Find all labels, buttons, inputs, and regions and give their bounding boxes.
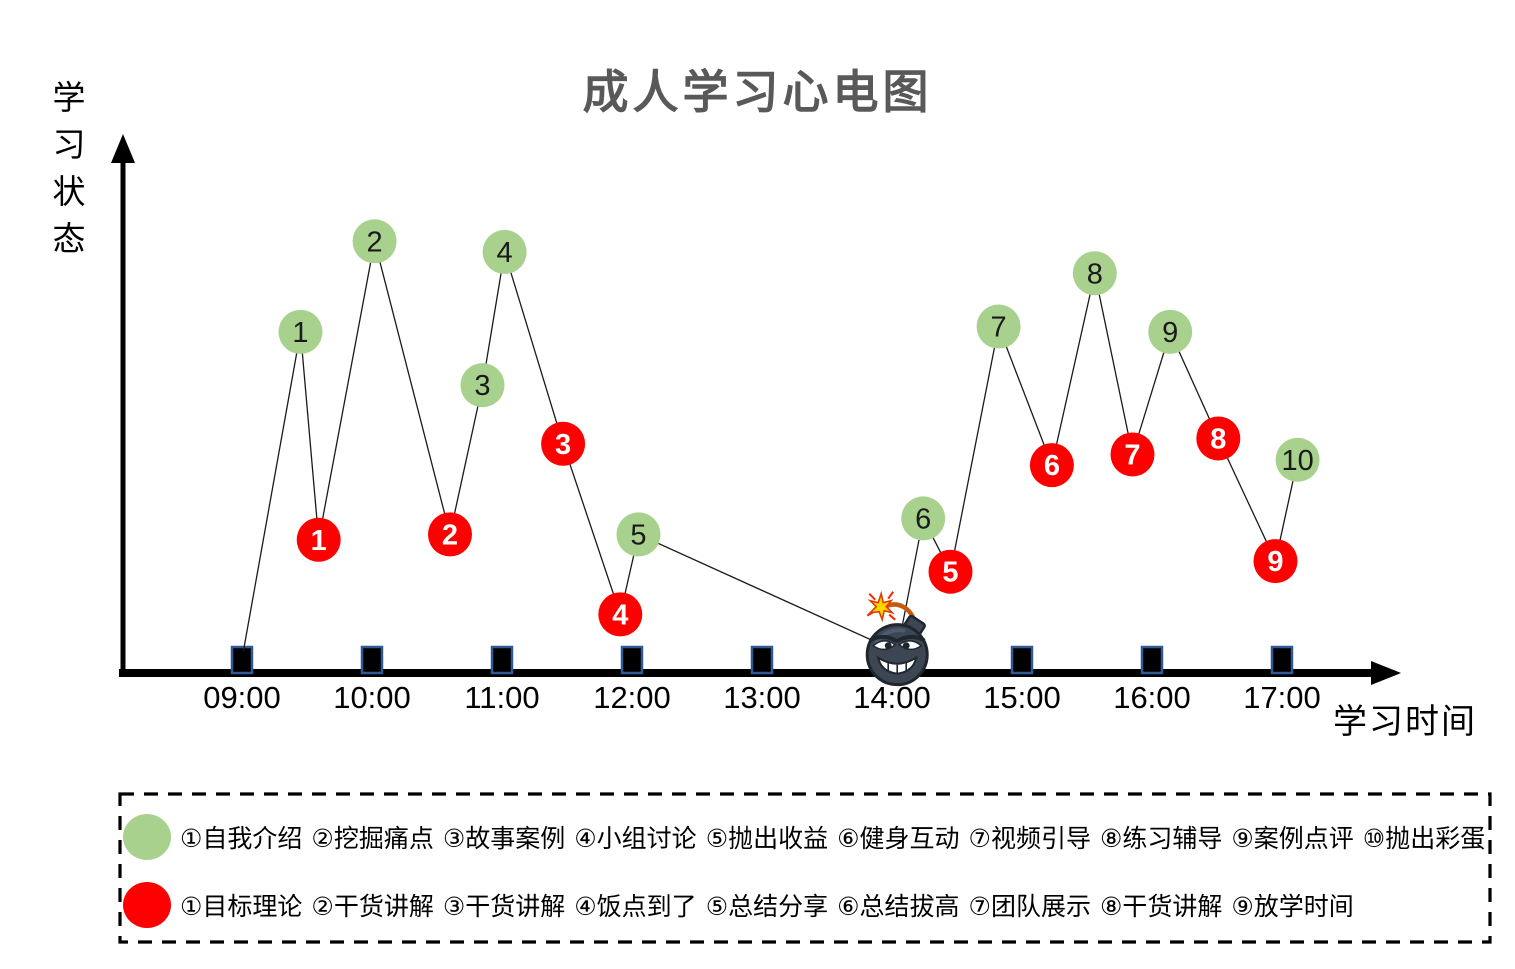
legend: ①自我介绍 ②挖掘痛点 ③故事案例 ④小组讨论 ⑤抛出收益 ⑥健身互动 ⑦视频引导 ⑧练习辅导… (118, 792, 1492, 944)
marker-number: 6 (915, 503, 931, 535)
legend-item: ⑩抛出彩蛋 (1362, 825, 1486, 853)
green-marker-8: 8 (1072, 251, 1117, 296)
learning-curve-chart: 09:00 10:00 11:00 12:00 13:00 14:00 15:00 16:00… (111, 134, 1401, 715)
legend-item: ⑥健身互动 (837, 825, 960, 853)
legend-item: ③干货讲解 (442, 893, 566, 921)
hour-tick-square (620, 645, 644, 675)
x-axis-arrowhead-icon (1371, 661, 1401, 685)
hour-tick-square (1140, 645, 1164, 675)
green-marker-3: 3 (460, 363, 505, 408)
green-marker-5: 5 (616, 512, 661, 557)
green-marker-6: 6 (901, 496, 946, 541)
marker-number: 4 (612, 599, 628, 631)
x-axis-title: 学习时间 (1333, 703, 1477, 741)
marker-number: 1 (311, 525, 327, 557)
legend-items: ①自我介绍 ②挖掘痛点 ③故事案例 ④小组讨论 ⑤抛出收益 ⑥健身互动 ⑦视频引导 ⑧练习辅导… (180, 819, 1494, 855)
x-tick-label: 14:00 (853, 680, 931, 715)
y-axis-arrowhead-icon (111, 134, 135, 163)
legend-items: ①目标理论 ②干货讲解 ③干货讲解 ④饭点到了 ⑤总结分享 ⑥总结拔高 ⑦团队展示 ⑧干货讲解… (180, 887, 1363, 923)
red-marker-7: 7 (1110, 432, 1155, 477)
red-phases-swatch-icon (123, 882, 171, 928)
marker-number: 8 (1087, 258, 1103, 290)
marker-number: 2 (367, 226, 383, 258)
red-marker-1: 1 (296, 517, 341, 562)
marker-number: 7 (1124, 439, 1140, 471)
green-marker-2: 2 (352, 219, 397, 264)
legend-border (118, 792, 1492, 944)
legend-item: ⑧练习辅导 (1099, 825, 1223, 853)
green-marker-1: 1 (278, 309, 323, 354)
marker-number: 5 (942, 557, 958, 589)
marker-number: 5 (630, 519, 646, 551)
legend-item: ⑤总结分享 (705, 893, 829, 921)
legend-item: ⑧干货讲解 (1099, 893, 1223, 921)
marker-number: 1 (292, 317, 308, 349)
hour-tick-square (230, 645, 254, 675)
legend-item: ④饭点到了 (574, 893, 697, 921)
bomb-icon (865, 590, 929, 687)
legend-item: ④小组讨论 (574, 825, 697, 853)
red-marker-2: 2 (428, 512, 472, 557)
y-axis-title: 学习状态 (48, 80, 85, 268)
red-marker-8: 8 (1196, 416, 1241, 461)
spark-icon (866, 590, 896, 623)
hour-tick-square (750, 645, 774, 675)
hour-tick-square (360, 645, 384, 675)
hour-tick-square (490, 645, 514, 675)
legend-item: ⑨放学时间 (1231, 893, 1354, 921)
red-marker-5: 5 (928, 549, 973, 594)
red-marker-4: 4 (598, 592, 643, 637)
legend-item: ①目标理论 (180, 893, 303, 921)
x-tick-label: 09:00 (203, 680, 281, 715)
legend-row-green-phases: ①自我介绍 ②挖掘痛点 ③故事案例 ④小组讨论 ⑤抛出收益 ⑥健身互动 ⑦视频引导 ⑧练习辅导… (123, 813, 1494, 861)
green-marker-10: 10 (1275, 437, 1320, 482)
hour-tick-square (1010, 645, 1034, 675)
red-marker-6: 6 (1029, 443, 1074, 488)
marker-number: 3 (474, 370, 490, 402)
x-axis-ticks: 09:00 10:00 11:00 12:00 13:00 14:00 15:00 16:00… (203, 645, 1321, 715)
legend-row-red-phases: ①目标理论 ②干货讲解 ③干货讲解 ④饭点到了 ⑤总结分享 ⑥总结拔高 ⑦团队展示 ⑧干货讲解… (123, 881, 1363, 929)
x-tick-label: 11:00 (464, 680, 539, 715)
legend-item: ⑥总结拔高 (837, 893, 960, 921)
marker-number: 9 (1267, 546, 1283, 578)
legend-item: ⑦团队展示 (968, 893, 1091, 921)
green-phases-swatch-icon (123, 814, 171, 860)
marker-number: 7 (991, 312, 1007, 344)
marker-number: 10 (1281, 445, 1313, 477)
marker-number: 8 (1210, 423, 1226, 455)
chart-title: 成人学习心电图 (582, 66, 933, 118)
legend-item: ⑤抛出收益 (705, 825, 829, 853)
marker-number: 6 (1044, 450, 1060, 482)
red-marker-3: 3 (541, 421, 586, 466)
x-tick-label: 13:00 (723, 680, 801, 715)
green-marker-9: 9 (1148, 309, 1193, 354)
hour-tick-square (1270, 645, 1294, 675)
green-marker-7: 7 (976, 304, 1021, 349)
x-tick-label: 10:00 (333, 680, 411, 715)
red-marker-9: 9 (1253, 539, 1298, 584)
legend-item: ②挖掘痛点 (311, 825, 434, 853)
x-tick-label: 17:00 (1243, 680, 1321, 715)
x-tick-label: 16:00 (1113, 680, 1191, 715)
legend-item: ③故事案例 (442, 825, 566, 853)
marker-number: 2 (442, 519, 458, 551)
marker-number: 3 (555, 429, 571, 461)
x-tick-label: 15:00 (983, 680, 1061, 715)
legend-item: ①自我介绍 (180, 825, 303, 853)
legend-item: ②干货讲解 (311, 893, 434, 921)
x-tick-label: 12:00 (593, 680, 671, 715)
legend-item: ⑨案例点评 (1231, 825, 1354, 853)
legend-item: ⑦视频引导 (968, 825, 1091, 853)
marker-number: 4 (497, 237, 513, 269)
green-marker-4: 4 (482, 229, 527, 274)
marker-number: 9 (1162, 317, 1178, 349)
